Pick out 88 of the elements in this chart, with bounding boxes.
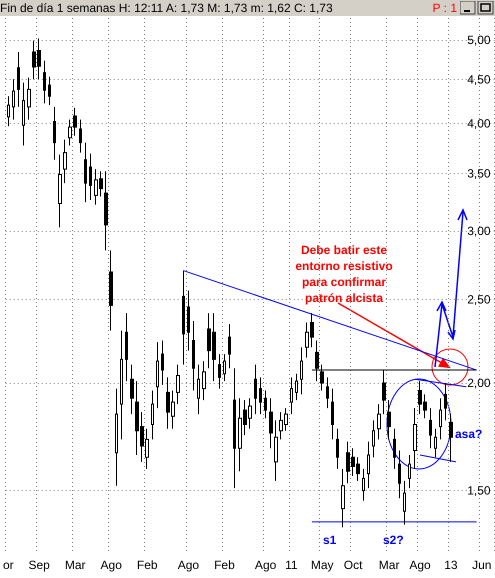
candlestick <box>182 270 185 366</box>
x-tick-label: Ago <box>178 558 200 572</box>
x-tick-label: May <box>310 558 334 572</box>
candlestick <box>274 420 278 482</box>
candlestick <box>233 368 236 489</box>
y-tick-label: 2,50 <box>467 292 491 306</box>
candlestick <box>429 408 432 449</box>
x-tick-label: or <box>2 558 14 572</box>
candlestick <box>176 364 180 405</box>
candlestick <box>17 52 20 108</box>
chart-title: Fin de día 1 semanas H: 12:11 A: 1,73 M: 1,73 m: 1,62 C: 1,73 <box>0 1 333 15</box>
x-tick-label: 13 <box>444 558 458 572</box>
candlestick <box>403 480 406 526</box>
x-tick-label: Ago <box>409 558 431 572</box>
x-tick-label: Ago <box>254 558 277 572</box>
x-tick-label: Mar <box>378 558 400 572</box>
candlestick <box>104 170 108 251</box>
candlestick <box>439 398 442 440</box>
candlestick <box>269 398 273 449</box>
candlestick <box>218 354 221 390</box>
candlestick <box>434 428 437 458</box>
candlestick <box>43 60 46 104</box>
candlestick <box>53 106 56 160</box>
candlestick <box>223 354 226 382</box>
y-tick-label: 3,00 <box>467 224 491 238</box>
candlestick <box>63 139 67 184</box>
candlestick <box>187 290 190 352</box>
candlestick <box>12 78 15 120</box>
candlestick <box>387 400 391 440</box>
x-tick-label: Oct <box>344 558 364 572</box>
x-tick-label: Jun <box>472 558 492 572</box>
candlestick <box>192 320 195 392</box>
x-tick-label: Ago <box>100 558 122 572</box>
annotation: s1 <box>323 533 336 547</box>
x-tick-label: Feb <box>136 558 158 572</box>
candlestick <box>79 119 82 154</box>
y-tick-label: 4,00 <box>467 116 491 130</box>
candlestick <box>120 330 123 440</box>
candlestick <box>48 76 51 106</box>
x-tick-label: 11 <box>285 558 298 572</box>
candlestick <box>449 414 453 462</box>
candlestick <box>130 364 134 415</box>
candlestick <box>58 154 62 228</box>
candlestick <box>228 324 231 369</box>
candlestick <box>377 404 381 440</box>
y-tick-label: 4,50 <box>467 72 491 86</box>
y-tick-label: 5,00 <box>467 32 491 47</box>
annotation: asa? <box>455 427 482 441</box>
candlestick <box>27 77 31 120</box>
candlestick <box>197 364 200 415</box>
annotation: s2? <box>383 533 404 547</box>
candlestick <box>295 373 298 401</box>
candlestick <box>413 408 417 470</box>
candlestick <box>367 441 370 489</box>
candlestick <box>326 376 329 409</box>
annotation: Debe batir este entorno resistivo para confirmar patrón alcista <box>294 242 394 306</box>
text: P : 1 <box>432 0 457 16</box>
candlestick <box>125 312 128 382</box>
candlestick <box>331 388 334 440</box>
candlestick <box>22 82 25 146</box>
y-tick-label: 1,50 <box>467 484 491 498</box>
candlestick <box>398 450 401 499</box>
candlestick <box>300 346 303 395</box>
candlestick <box>362 468 365 502</box>
candlestick <box>89 153 92 200</box>
candlestick <box>84 142 87 203</box>
x-tick-label: Sep <box>28 558 50 572</box>
candlestick <box>372 420 375 458</box>
candlestick <box>151 390 154 440</box>
candlestick <box>115 388 118 486</box>
x-tick-label: Mar <box>64 558 86 572</box>
candlestick <box>264 390 267 419</box>
candlestick <box>408 454 411 489</box>
candlestick <box>109 250 113 332</box>
candlestick <box>7 96 10 127</box>
candlestick <box>161 340 164 386</box>
candlestick <box>444 382 447 421</box>
candlestick <box>336 428 339 470</box>
candlestick <box>341 468 345 528</box>
x-tick-label: Feb <box>214 558 236 572</box>
y-tick-label: 2,00 <box>467 376 491 390</box>
candlestick <box>202 360 206 401</box>
candlestick <box>393 428 396 470</box>
y-tick-label: 3,50 <box>467 166 491 180</box>
candlestick <box>259 376 262 415</box>
candlestick <box>254 364 257 415</box>
candlestick <box>290 376 293 415</box>
candlestick <box>156 342 159 409</box>
